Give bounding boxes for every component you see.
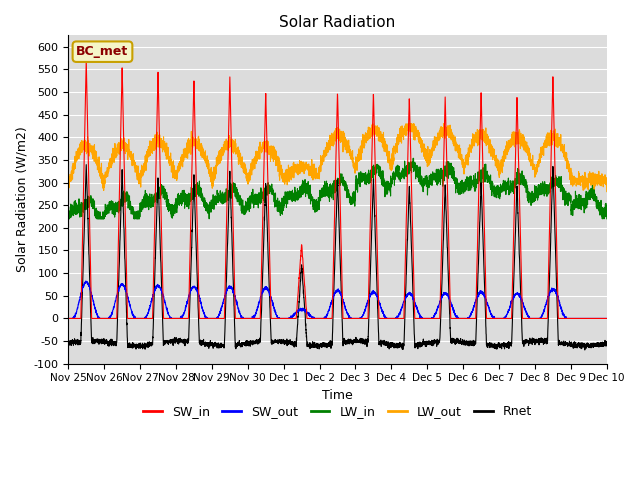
Rnet bbox=[602, 340, 610, 346]
Line: Rnet: Rnet bbox=[68, 165, 607, 350]
Text: BC_met: BC_met bbox=[76, 45, 129, 58]
LW_in bbox=[65, 216, 72, 222]
Line: LW_in: LW_in bbox=[68, 158, 607, 219]
Title: Solar Radiation: Solar Radiation bbox=[280, 15, 396, 30]
Legend: SW_in, SW_out, LW_in, LW_out, Rnet: SW_in, SW_out, LW_in, LW_out, Rnet bbox=[138, 400, 537, 423]
LW_out bbox=[489, 157, 497, 163]
Rnet bbox=[161, 338, 169, 344]
SW_in bbox=[429, 315, 436, 321]
LW_in bbox=[429, 179, 436, 185]
SW_out bbox=[458, 315, 466, 321]
LW_in bbox=[410, 156, 417, 161]
SW_in bbox=[602, 315, 610, 321]
Line: SW_out: SW_out bbox=[68, 281, 607, 318]
SW_out bbox=[82, 278, 90, 284]
LW_out bbox=[429, 144, 436, 150]
Y-axis label: Solar Radiation (W/m2): Solar Radiation (W/m2) bbox=[15, 127, 28, 273]
SW_in bbox=[83, 57, 90, 63]
Line: LW_out: LW_out bbox=[68, 124, 607, 192]
SW_in bbox=[65, 315, 72, 321]
Rnet bbox=[581, 347, 589, 353]
Rnet bbox=[65, 338, 72, 344]
LW_in bbox=[603, 216, 611, 222]
SW_in bbox=[489, 315, 497, 321]
SW_out bbox=[429, 315, 436, 321]
LW_in bbox=[458, 183, 466, 189]
SW_out bbox=[602, 315, 610, 321]
SW_in bbox=[458, 315, 466, 321]
Rnet bbox=[317, 341, 325, 347]
Rnet bbox=[429, 343, 436, 348]
SW_out bbox=[65, 315, 72, 321]
LW_in bbox=[65, 208, 72, 214]
SW_in bbox=[603, 315, 611, 321]
Rnet bbox=[603, 340, 611, 346]
Line: SW_in: SW_in bbox=[68, 60, 607, 318]
LW_in bbox=[317, 187, 325, 193]
Rnet bbox=[458, 341, 466, 347]
LW_out bbox=[317, 158, 325, 164]
SW_in bbox=[317, 315, 325, 321]
X-axis label: Time: Time bbox=[322, 389, 353, 402]
LW_in bbox=[161, 192, 169, 197]
LW_out bbox=[458, 161, 466, 167]
SW_in bbox=[161, 315, 169, 321]
LW_out bbox=[65, 187, 72, 192]
LW_out bbox=[161, 142, 169, 148]
Rnet bbox=[83, 162, 90, 168]
SW_out bbox=[317, 315, 325, 321]
LW_out bbox=[603, 189, 611, 194]
LW_out bbox=[602, 175, 610, 181]
SW_out bbox=[489, 313, 497, 319]
SW_out bbox=[161, 301, 169, 307]
LW_in bbox=[602, 211, 610, 217]
SW_out bbox=[603, 315, 611, 321]
LW_in bbox=[489, 186, 497, 192]
LW_out bbox=[402, 121, 410, 127]
Rnet bbox=[489, 342, 497, 348]
